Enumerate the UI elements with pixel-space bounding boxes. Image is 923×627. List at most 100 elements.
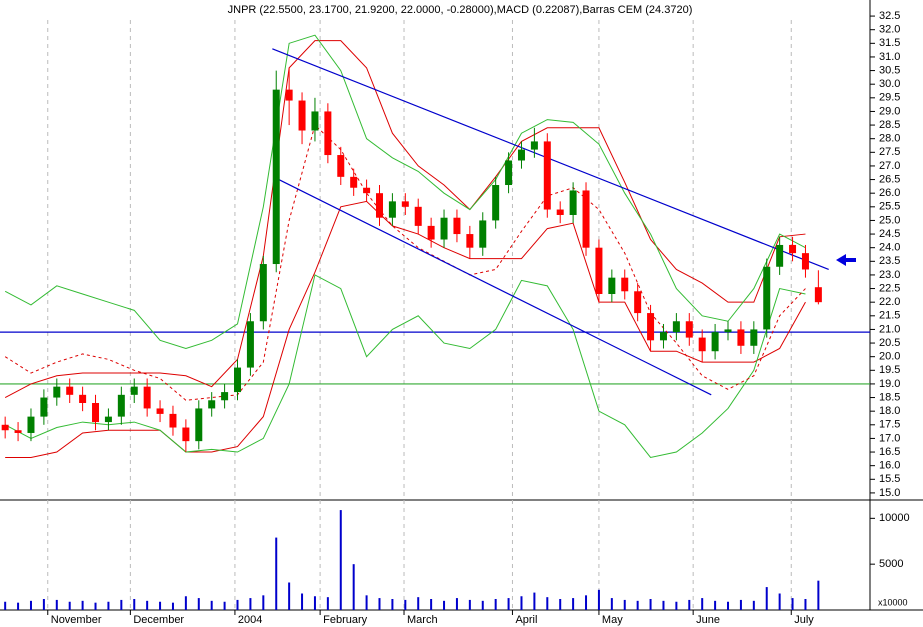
- volume-bar: [688, 599, 691, 610]
- candle-body: [298, 100, 306, 131]
- candle-body: [530, 141, 538, 150]
- volume-bar: [455, 598, 458, 610]
- candle-body: [569, 190, 577, 215]
- candle-body: [130, 386, 138, 395]
- candle-body: [234, 367, 242, 393]
- candle-body: [517, 149, 525, 161]
- candle-body: [375, 193, 383, 218]
- candle-body: [789, 244, 797, 254]
- y-tick-label: 26.5: [879, 173, 900, 185]
- volume-bar: [404, 599, 407, 610]
- y-tick-label: 28.0: [879, 133, 900, 145]
- candle-body: [634, 291, 642, 314]
- y-tick-label: 17.0: [879, 432, 900, 444]
- y-tick-label: 31.5: [879, 37, 900, 49]
- x-tick-label: February: [323, 614, 368, 626]
- volume-bar: [559, 599, 562, 610]
- candle-body: [143, 386, 151, 409]
- indicator-line: [4, 40, 806, 398]
- candle-body: [66, 386, 74, 395]
- volume-bar: [365, 595, 368, 610]
- volume-bar: [17, 602, 20, 610]
- candle-body: [259, 264, 267, 322]
- volume-bar: [546, 597, 549, 610]
- candle-body: [324, 111, 332, 156]
- candle-body: [104, 416, 112, 423]
- volume-bar: [597, 589, 600, 610]
- volume-bar: [765, 587, 768, 610]
- volume-bar: [417, 597, 420, 610]
- y-tick-label: 24.5: [879, 228, 900, 240]
- candle-body: [608, 277, 616, 295]
- candle-body: [363, 187, 371, 194]
- candle-body: [647, 313, 655, 341]
- candle-body: [40, 397, 48, 417]
- candle-body: [285, 89, 293, 101]
- candle-body: [14, 430, 22, 433]
- volume-bar: [675, 601, 678, 610]
- volume-bar: [468, 599, 471, 610]
- y-tick-label: 18.0: [879, 405, 900, 417]
- volume-bar: [301, 593, 304, 610]
- volume-bar: [4, 601, 7, 610]
- y-tick-label: 25.5: [879, 201, 900, 213]
- x-tick-label: July: [794, 614, 814, 626]
- candle-body: [763, 266, 771, 330]
- x-tick-label: June: [696, 614, 720, 626]
- candle-body: [505, 160, 513, 186]
- volume-bar: [585, 595, 588, 610]
- y-tick-label: 24.0: [879, 242, 900, 254]
- volume-bar: [610, 598, 613, 610]
- volume-bar: [662, 600, 665, 610]
- y-tick-label: 23.0: [879, 269, 900, 281]
- candle-body: [595, 247, 603, 295]
- volume-bar: [171, 602, 174, 610]
- volume-bar: [752, 600, 755, 610]
- y-tick-label: 29.0: [879, 105, 900, 117]
- volume-bar: [791, 598, 794, 610]
- volume-bar: [197, 598, 200, 610]
- volume-bar: [352, 564, 355, 610]
- candle-body: [750, 329, 758, 346]
- volume-bar: [159, 601, 162, 610]
- volume-bar: [55, 599, 58, 610]
- candle-body: [117, 394, 125, 417]
- candle-body: [182, 427, 190, 442]
- y-tick-label: 23.5: [879, 255, 900, 267]
- candle-body: [582, 190, 590, 248]
- indicator-line: [5, 200, 806, 458]
- y-tick-label: 15.5: [879, 473, 900, 485]
- volume-bar: [572, 598, 575, 610]
- volume-bar: [81, 600, 84, 610]
- volume-bar: [623, 599, 626, 610]
- candle-body: [814, 287, 822, 303]
- volume-bar: [223, 601, 226, 610]
- volume-bar: [133, 599, 136, 610]
- y-tick-label: 22.5: [879, 282, 900, 294]
- y-tick-label: 27.5: [879, 146, 900, 158]
- y-tick-label: 21.0: [879, 323, 900, 335]
- candle-body: [724, 329, 732, 333]
- volume-unit-label: x10000: [878, 597, 908, 607]
- volume-bar: [313, 596, 316, 610]
- indicator-line: [4, 34, 806, 350]
- candle-body: [479, 220, 487, 248]
- y-tick-label: 30.5: [879, 64, 900, 76]
- y-tick-label: 20.0: [879, 351, 900, 363]
- volume-bar: [29, 600, 32, 610]
- volume-bar: [146, 600, 149, 610]
- y-tick-label: 28.5: [879, 119, 900, 131]
- chart-title: JNPR (22.5500, 23.1700, 21.9200, 22.0000…: [228, 4, 693, 16]
- last-price-arrow: [836, 254, 856, 266]
- candle-body: [92, 402, 100, 423]
- x-tick-label: December: [133, 614, 184, 626]
- volume-bar: [210, 600, 213, 610]
- volume-bar: [649, 599, 652, 610]
- volume-bar: [120, 599, 123, 610]
- volume-bar: [262, 595, 265, 610]
- volume-bar: [727, 601, 730, 610]
- volume-bar: [520, 596, 523, 610]
- y-tick-label: 26.0: [879, 187, 900, 199]
